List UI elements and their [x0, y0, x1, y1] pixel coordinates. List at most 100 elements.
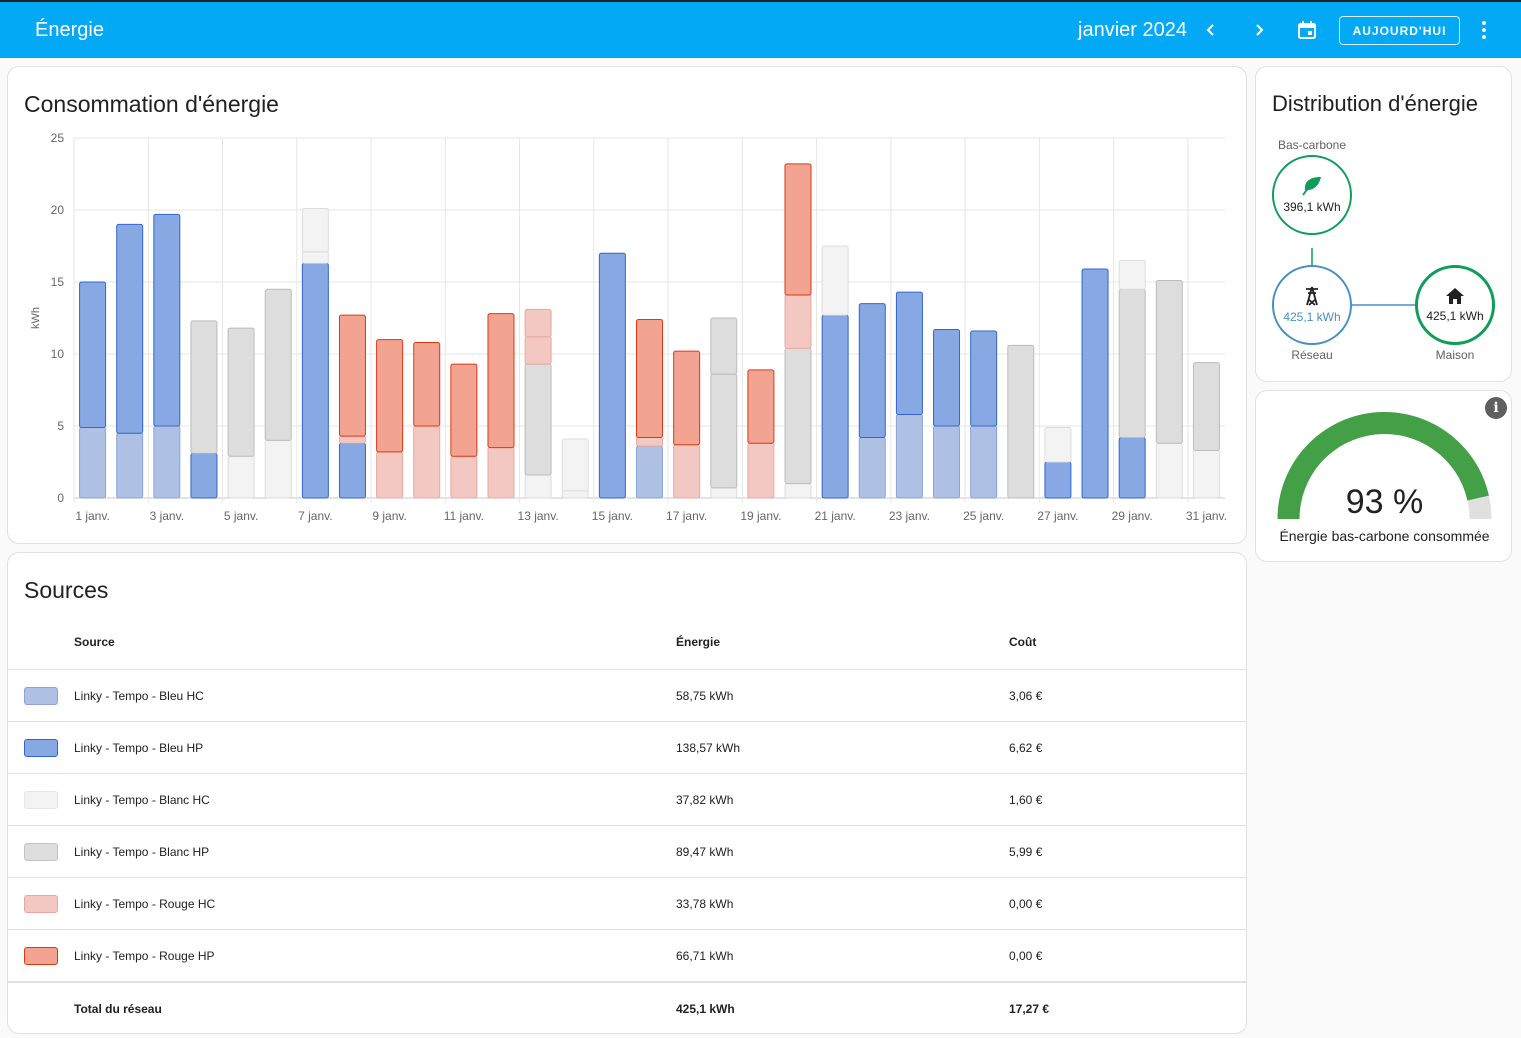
x-tick-label: 29 janv.	[1112, 509, 1153, 523]
home-node[interactable]: 425,1 kWh	[1415, 265, 1495, 345]
chart-bar-segment	[487, 447, 515, 499]
chart-bar-segment	[933, 329, 961, 427]
column-header-source: Source	[74, 635, 115, 649]
home-icon	[1446, 288, 1464, 304]
distribution-links	[1311, 248, 1415, 306]
home-label: Maison	[1435, 348, 1475, 362]
more-options-button[interactable]	[1468, 14, 1500, 46]
low-carbon-node[interactable]: 396,1 kWh	[1272, 155, 1352, 235]
chart-bar-segment	[301, 208, 329, 253]
source-energy: 89,47 kWh	[676, 845, 734, 859]
period-label: janvier 2024	[1078, 19, 1187, 41]
low-carbon-gauge-card: i 93 % Énergie bas-carbone consommée	[1255, 390, 1512, 562]
source-row[interactable]: Linky - Tempo - Rouge HP 66,71 kWh 0,00 €	[8, 929, 1246, 981]
source-row[interactable]: Linky - Tempo - Bleu HP 138,57 kWh 6,62 €	[8, 721, 1246, 773]
calendar-button[interactable]	[1291, 14, 1323, 46]
leaf-icon	[1302, 177, 1321, 196]
source-energy: 138,57 kWh	[676, 741, 741, 755]
chart-bar-segment	[487, 313, 515, 449]
info-icon[interactable]: i	[1485, 397, 1507, 419]
low-carbon-value: 396,1 kWh	[1283, 200, 1341, 214]
total-row: Total du réseau 425,1 kWh 17,27 €	[8, 981, 1246, 1033]
today-button[interactable]: AUJOURD'HUI	[1339, 16, 1460, 45]
chart-bar-segment	[1118, 259, 1146, 290]
chart-bar-segment	[673, 350, 701, 446]
chart-bar-segment	[561, 438, 589, 492]
x-tick-label: 19 janv.	[740, 509, 781, 523]
previous-period-button[interactable]	[1195, 14, 1227, 46]
source-cost: 0,00 €	[1009, 897, 1043, 911]
chart-bar-segment	[821, 314, 849, 499]
low-carbon-label: Bas-carbone	[1277, 138, 1347, 152]
x-tick-label: 17 janv.	[666, 509, 707, 523]
chart-bar-segment	[524, 308, 552, 338]
source-row[interactable]: Linky - Tempo - Blanc HP 89,47 kWh 5,99 €	[8, 825, 1246, 877]
source-row[interactable]: Linky - Tempo - Blanc HC 37,82 kWh 1,60 €	[8, 773, 1246, 825]
chart-bar-segment	[338, 314, 366, 437]
chart-bar-segment	[153, 425, 181, 499]
chevron-right-icon	[1256, 24, 1264, 36]
column-header-cost: Coût	[1009, 635, 1037, 649]
chart-bar-segment	[598, 252, 626, 499]
source-row[interactable]: Linky - Tempo - Bleu HC 58,75 kWh 3,06 €	[8, 669, 1246, 721]
source-row[interactable]: Linky - Tempo - Rouge HC 33,78 kWh 0,00 €	[8, 877, 1246, 929]
chart-bar-segment	[784, 483, 812, 499]
chart-bar-segment	[636, 437, 663, 447]
transmission-tower-icon	[1306, 286, 1318, 306]
source-name: Linky - Tempo - Bleu HC	[74, 689, 204, 703]
source-name: Linky - Tempo - Blanc HC	[74, 793, 210, 807]
chart-bar-segment	[1007, 344, 1035, 499]
chart-bar-segment	[1192, 449, 1220, 499]
y-axis-label: kWh	[30, 307, 42, 329]
x-tick-label: 13 janv.	[518, 509, 559, 523]
x-tick-label: 23 janv.	[889, 509, 930, 523]
sources-card: Sources Source Énergie Coût Linky - Temp…	[7, 552, 1247, 1034]
chart-bar-segment	[79, 426, 107, 499]
total-label: Total du réseau	[74, 1002, 162, 1016]
energy-consumption-card: Consommation d'énergie 0 5 10 15 20 25 kWh 1 ja…	[7, 66, 1247, 544]
chart-bar-segment	[190, 320, 218, 454]
chart-bar-segment	[524, 336, 552, 365]
gauge-value: 93 %	[1345, 483, 1424, 521]
source-cost: 3,06 €	[1009, 689, 1043, 703]
chart-bar-segment	[524, 474, 552, 499]
chart-bar-segment	[784, 294, 812, 349]
next-period-button[interactable]	[1243, 14, 1275, 46]
chart-bar-segment	[153, 213, 181, 427]
chart-bar-segment	[784, 163, 812, 296]
chart-bar-segment	[1044, 461, 1072, 499]
x-tick-label: 31 janv.	[1186, 509, 1227, 523]
chart-bar-segment	[190, 452, 218, 499]
chart-bar-segment	[933, 425, 961, 499]
source-color-swatch	[24, 843, 58, 861]
chart-bar-segment	[1118, 437, 1146, 499]
source-cost: 5,99 €	[1009, 845, 1043, 859]
chart-bar-segment	[710, 487, 738, 499]
sources-card-title: Sources	[24, 577, 109, 603]
x-tick-label: 9 janv.	[372, 509, 406, 523]
source-name: Linky - Tempo - Rouge HP	[74, 949, 215, 963]
grid-node[interactable]: 425,1 kWh	[1272, 265, 1352, 345]
chart-bar-segment	[673, 444, 701, 499]
source-cost: 0,00 €	[1009, 949, 1043, 963]
chevron-left-icon	[1206, 24, 1214, 36]
source-energy: 37,82 kWh	[676, 793, 734, 807]
x-tick-label: 25 janv.	[963, 509, 1004, 523]
chart-bar-segment	[1081, 268, 1109, 499]
source-energy: 33,78 kWh	[676, 897, 734, 911]
chart-bar-segment	[376, 339, 404, 453]
chart-bar-segment	[116, 223, 144, 434]
column-header-energy: Énergie	[676, 635, 721, 649]
x-tick-label: 1 janv.	[75, 509, 109, 523]
chart-bar-segment	[895, 291, 923, 415]
x-tick-label: 27 janv.	[1037, 509, 1078, 523]
chart-bar-segment	[747, 369, 775, 444]
energy-consumption-chart[interactable]: 0 5 10 15 20 25 kWh 1 janv. 3 janv. 5 janv. 7 janv…	[8, 67, 1246, 543]
chart-bar-segment	[264, 288, 292, 441]
source-name: Linky - Tempo - Blanc HP	[74, 845, 210, 859]
chart-bar-segment	[450, 363, 478, 457]
source-color-swatch	[24, 791, 58, 809]
chart-bar-segment	[301, 251, 329, 264]
page-title: Énergie	[35, 19, 104, 41]
chart-bar-segment	[561, 490, 589, 499]
